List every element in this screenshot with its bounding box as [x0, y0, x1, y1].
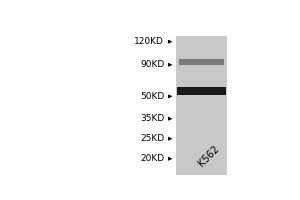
Text: 35KD: 35KD [140, 114, 164, 123]
Text: 20KD: 20KD [140, 154, 164, 163]
Text: 90KD: 90KD [140, 60, 164, 69]
Text: 25KD: 25KD [140, 134, 164, 143]
Text: 120KD: 120KD [134, 37, 164, 46]
Bar [179, 59, 224, 65]
Bar [177, 87, 226, 95]
Bar [176, 36, 227, 175]
Text: K562: K562 [197, 143, 221, 168]
Text: 50KD: 50KD [140, 92, 164, 101]
